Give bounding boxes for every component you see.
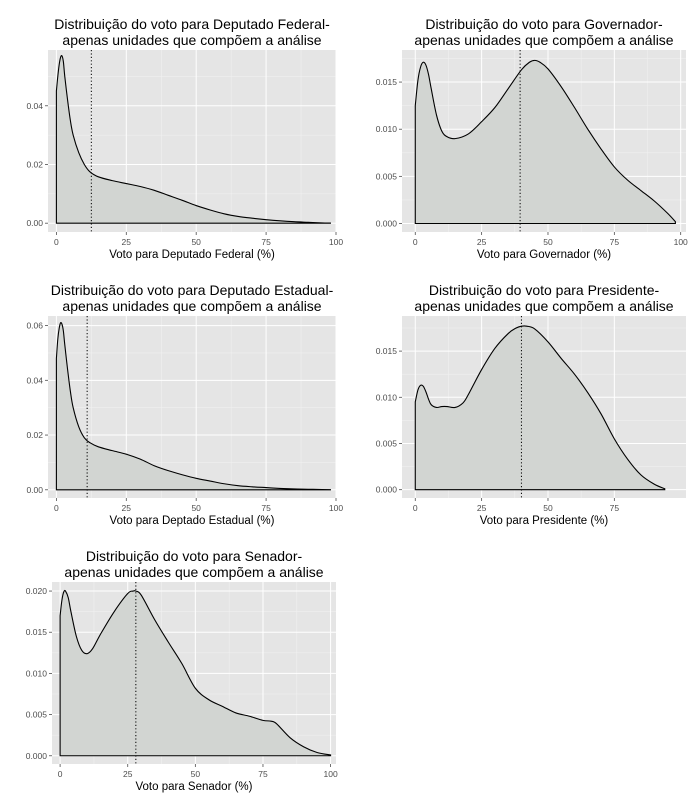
density-area: [56, 322, 331, 490]
chart-panel-4: 0 25 50 75 0.000 0.005 0.010 0.015 Voto para Pre…: [376, 282, 686, 527]
chart-title-line-2: apenas unidades que compõem a análise: [64, 564, 323, 580]
y-tick-label: 0.02: [26, 159, 43, 169]
chart-panel-1: 0 25 50 75 100 0.00 0.02 0.04 Voto para Deputado…: [26, 16, 343, 261]
y-tick-label: 0.000: [26, 751, 48, 761]
x-axis-label: Voto para Governador (%): [477, 249, 611, 261]
x-tick-label: 75: [610, 503, 620, 513]
y-tick-label: 0.000: [376, 485, 398, 495]
y-tick-label: 0.005: [26, 710, 48, 720]
y-tick-label: 0.005: [376, 171, 398, 181]
x-tick-label: 25: [123, 769, 133, 779]
chart-title-line-1: Distribuição do voto para Senador-: [86, 548, 303, 564]
x-tick-label: 25: [122, 503, 132, 513]
x-tick-label: 100: [674, 237, 688, 247]
y-tick-label: 0.010: [26, 668, 48, 678]
y-tick-label: 0.000: [376, 219, 398, 229]
x-tick-label: 75: [261, 237, 271, 247]
y-tick-label: 0.015: [376, 77, 398, 87]
x-tick-label: 100: [323, 769, 337, 779]
chart-panel-2: 0 25 50 75 100 0.000 0.005 0.010 0.015 Voto para …: [376, 16, 688, 261]
y-tick-label: 0.010: [376, 124, 398, 134]
chart-title-line-2: apenas unidades que compõem a análise: [62, 32, 321, 48]
density-line: [414, 325, 666, 491]
density-line: [414, 59, 676, 225]
x-tick-label: 25: [477, 503, 487, 513]
chart-panel-3: 0 25 50 75 100 0.00 0.02 0.04 0.06 Voto para Dept…: [26, 282, 343, 527]
x-tick-label: 0: [58, 769, 63, 779]
x-tick-label: 75: [258, 769, 268, 779]
density-line: [59, 589, 332, 757]
y-tick-label: 0.04: [26, 375, 43, 385]
y-tick-label: 0.015: [26, 627, 48, 637]
x-tick-label: 0: [413, 503, 418, 513]
x-tick-label: 100: [329, 237, 343, 247]
x-axis-label: Voto para Deputado Federal (%): [109, 249, 275, 261]
x-tick-label: 75: [610, 237, 620, 247]
x-tick-label: 0: [413, 237, 418, 247]
y-tick-label: 0.00: [26, 485, 43, 495]
density-area: [415, 60, 676, 224]
y-tick-label: 0.02: [26, 430, 43, 440]
chart-title-line-1: Distribuição do voto para Deputado Estad…: [51, 282, 334, 298]
x-axis-label: Voto para Deptado Estadual (%): [110, 515, 275, 527]
x-axis-label: Voto para Presidente (%): [480, 515, 609, 527]
density-line: [55, 322, 331, 491]
chart-title-line-1: Distribuição do voto para Presidente-: [429, 282, 660, 298]
x-tick-label: 25: [122, 237, 132, 247]
y-tick-label: 0.020: [26, 586, 48, 596]
density-area: [415, 325, 665, 490]
chart-title-line-1: Distribuição do voto para Governador-: [425, 16, 663, 32]
chart-title-line-2: apenas unidades que compõem a análise: [414, 32, 673, 48]
chart-title-line-2: apenas unidades que compõem a análise: [414, 298, 673, 314]
y-tick-label: 0.00: [26, 218, 43, 228]
x-tick-label: 100: [329, 503, 343, 513]
density-line: [55, 55, 331, 224]
x-tick-label: 25: [477, 237, 487, 247]
x-tick-label: 50: [191, 503, 201, 513]
density-area: [56, 55, 331, 224]
x-tick-label: 50: [543, 503, 553, 513]
y-tick-label: 0.06: [26, 321, 43, 331]
x-tick-label: 0: [54, 503, 59, 513]
x-tick-label: 50: [191, 237, 201, 247]
x-axis-label: Voto para Senador (%): [136, 781, 253, 793]
x-tick-label: 0: [54, 237, 59, 247]
y-tick-label: 0.005: [376, 438, 398, 448]
y-tick-label: 0.04: [26, 101, 43, 111]
chart-panel-5: 0 25 50 75 100 0.000 0.005 0.010 0.015 0.020 Voto …: [26, 548, 338, 793]
y-tick-label: 0.015: [376, 346, 398, 356]
x-tick-label: 50: [191, 769, 201, 779]
x-tick-label: 50: [543, 237, 553, 247]
x-tick-label: 75: [261, 503, 271, 513]
y-tick-label: 0.010: [376, 392, 398, 402]
chart-title-line-1: Distribuição do voto para Deputado Feder…: [54, 16, 330, 32]
density-area: [60, 590, 331, 756]
chart-title-line-2: apenas unidades que compõem a análise: [62, 298, 321, 314]
